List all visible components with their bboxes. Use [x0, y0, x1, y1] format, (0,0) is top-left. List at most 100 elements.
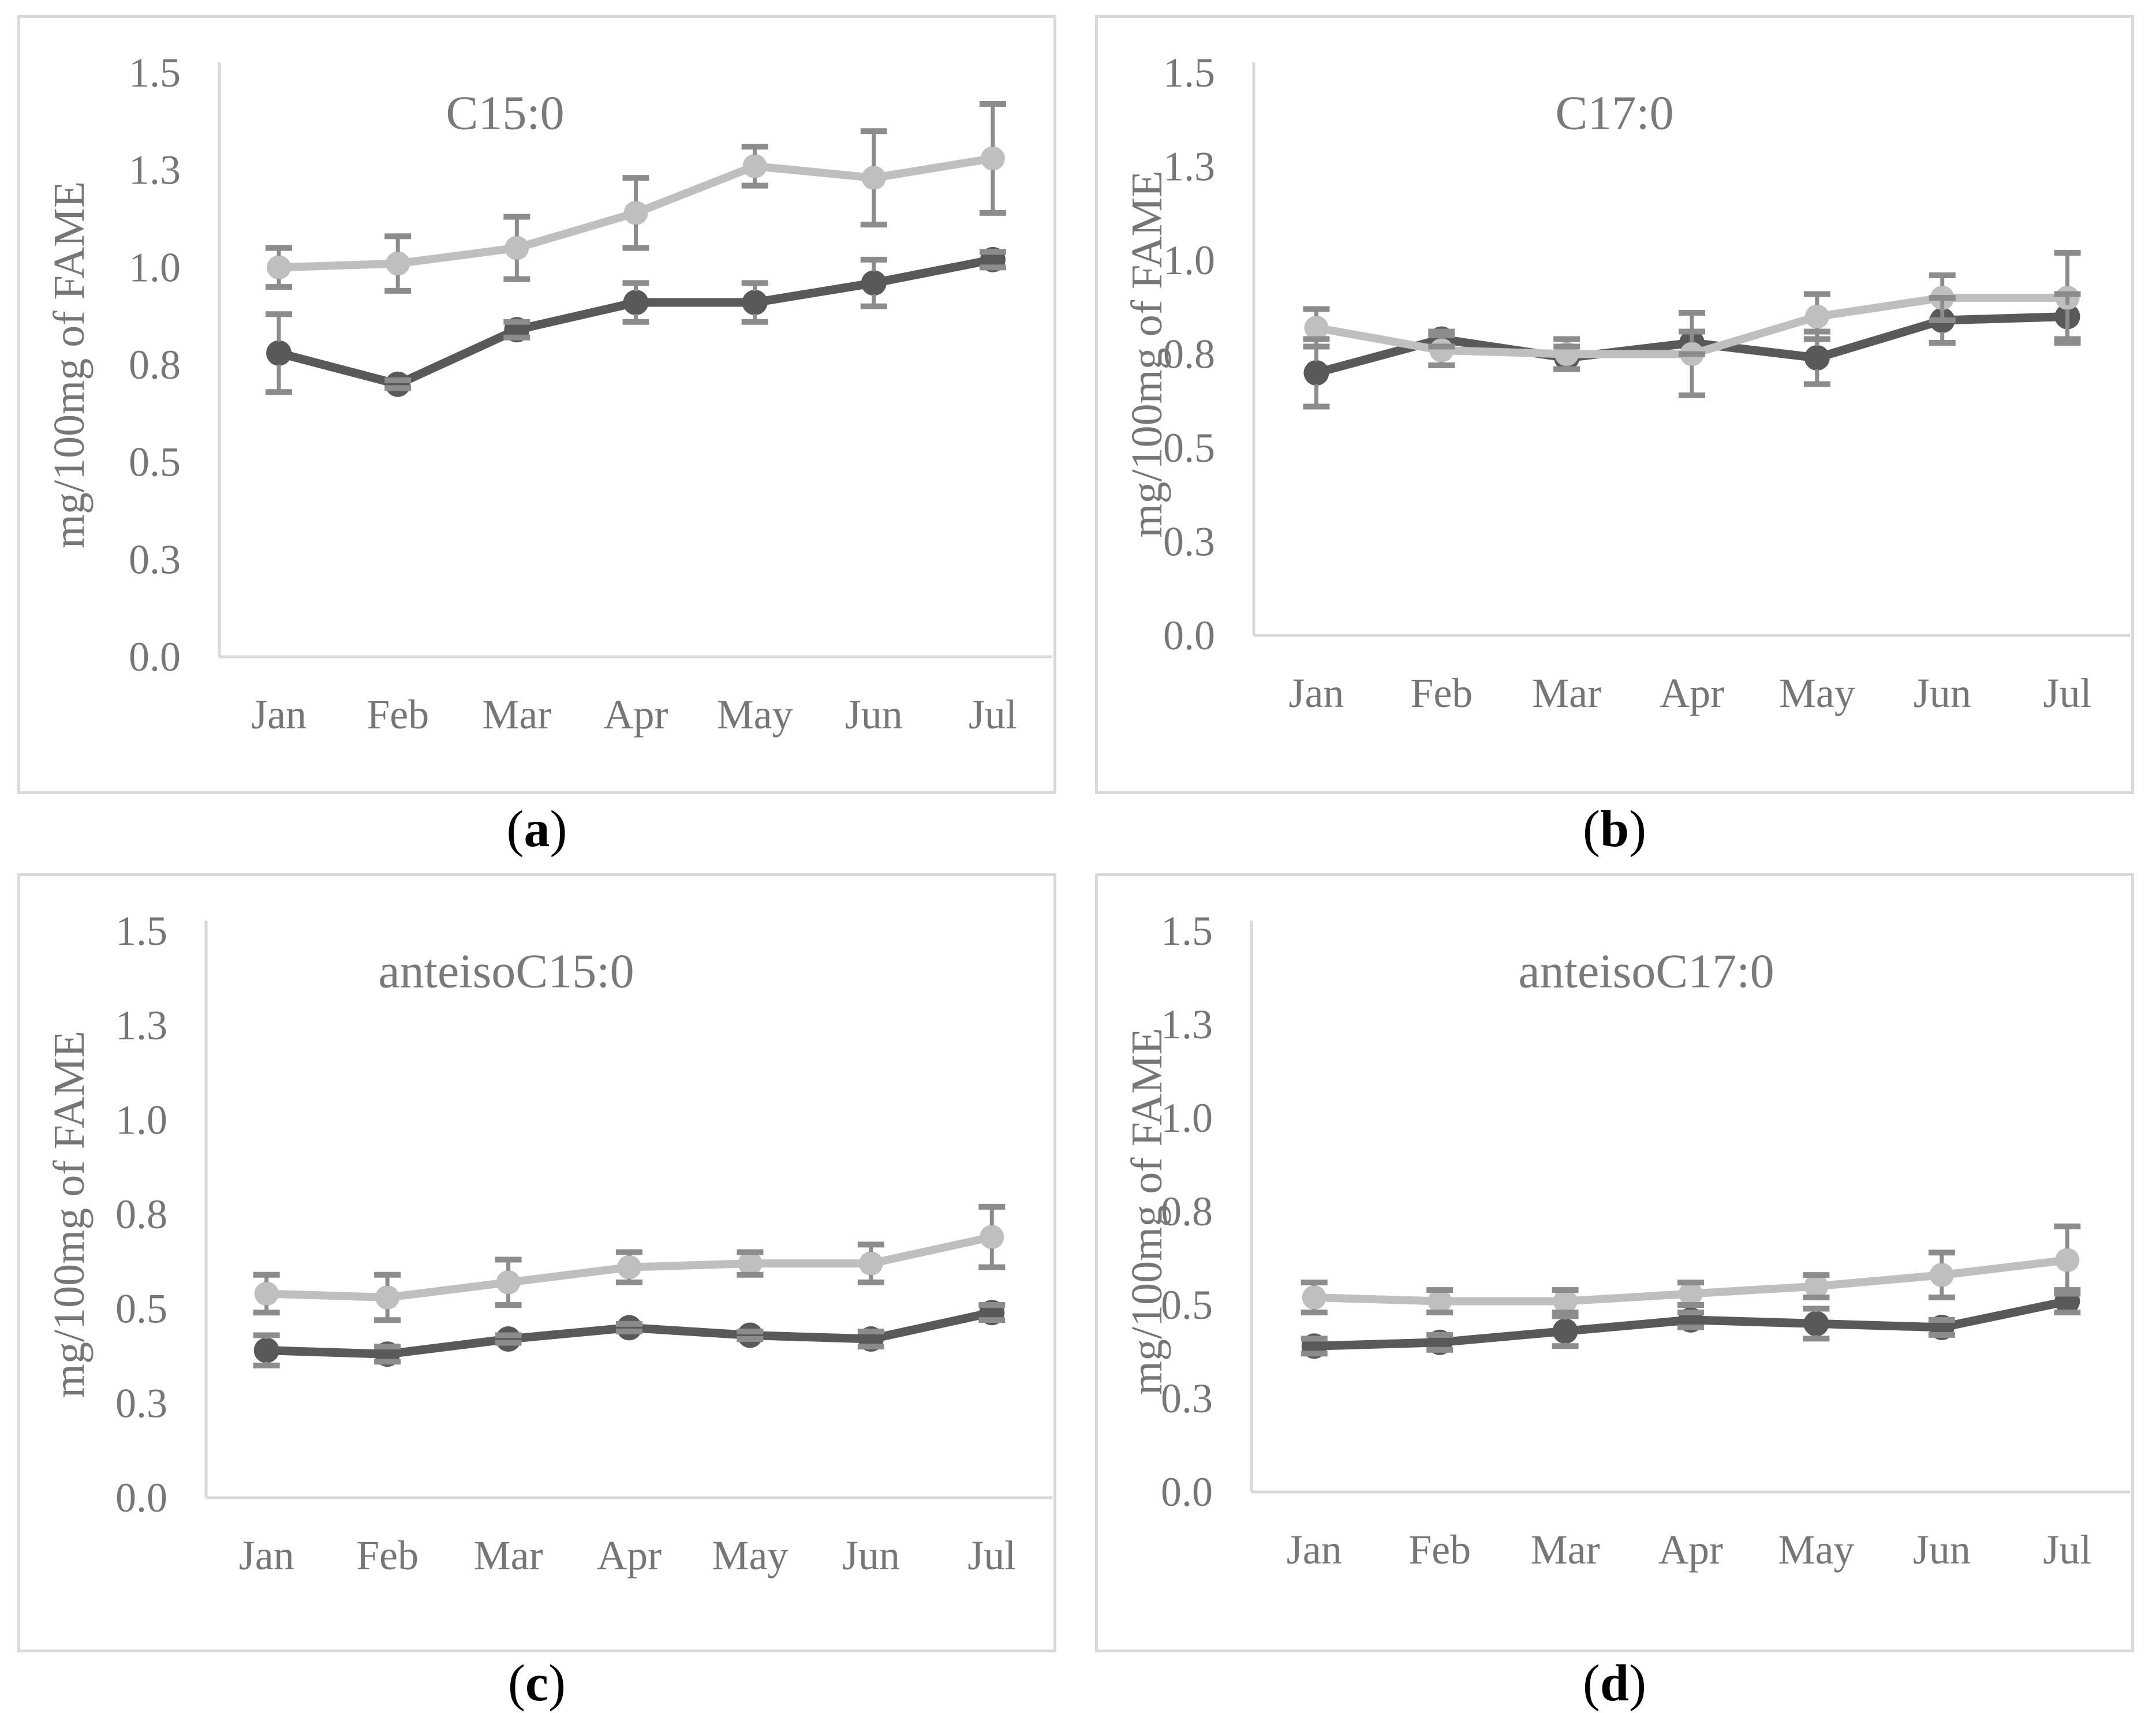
- data-point-marker-light: [980, 1225, 1004, 1250]
- data-point-marker-light: [1804, 1274, 1829, 1299]
- data-point-marker-dark: [737, 1322, 763, 1348]
- x-tick-label: Apr: [1658, 1527, 1723, 1573]
- x-tick-label: Mar: [474, 1532, 543, 1579]
- x-tick-label: Apr: [1660, 670, 1724, 716]
- x-tick-label: May: [717, 691, 793, 738]
- data-point-marker-light: [505, 235, 529, 260]
- caption-close-paren: ): [1629, 1655, 1647, 1712]
- y-tick-label: 0.5: [115, 1286, 167, 1332]
- panel-c: 0.0 0.3 0.5 0.8 1.0 1.3 1.5 Jan Feb Mar Apr May Jun J…: [17, 873, 1056, 1652]
- y-tick-label: 1.5: [115, 908, 167, 954]
- data-point-marker-light: [375, 1285, 400, 1310]
- data-point-marker-light: [2055, 1248, 2080, 1273]
- x-tick-label: Jul: [2043, 1527, 2091, 1573]
- y-tick-label: 1.5: [1161, 908, 1213, 954]
- x-tick-label: Feb: [1410, 670, 1473, 716]
- chart-d: 0.0 0.3 0.5 0.8 1.0 1.3 1.5 Jan Feb Mar Apr May Jun J…: [1123, 908, 2130, 1573]
- data-point-marker-light: [267, 255, 292, 280]
- y-tick-label: 1.5: [1163, 50, 1215, 96]
- data-point-marker-light: [386, 251, 410, 276]
- data-point-marker-light: [623, 200, 648, 225]
- panel-d: 0.0 0.3 0.5 0.8 1.0 1.3 1.5 Jan Feb Mar Apr May Jun J…: [1095, 873, 2134, 1652]
- y-tick-label: 0.0: [1161, 1469, 1213, 1515]
- chart-title: C15:0: [446, 87, 564, 140]
- caption-open-paren: (: [1582, 801, 1600, 858]
- data-point-marker-light: [496, 1270, 521, 1295]
- data-point-marker-light: [858, 1251, 883, 1276]
- y-tick-label: 1.3: [1161, 1001, 1213, 1048]
- y-tick-label: 0.3: [115, 1380, 167, 1426]
- x-tick-label: Jun: [845, 691, 903, 738]
- data-point-marker-light: [738, 1251, 763, 1276]
- y-tick-label: 0.3: [1163, 519, 1215, 565]
- x-tick-label: Jan: [239, 1532, 294, 1579]
- caption-open-paren: (: [508, 1655, 526, 1712]
- x-tick-label: Apr: [597, 1532, 662, 1579]
- panel-b: 0.0 0.3 0.5 0.8 1.0 1.3 1.5 Jan Feb Mar Apr May Jun J…: [1095, 15, 2134, 794]
- data-point-marker-dark: [861, 270, 887, 296]
- caption-d: (d): [1095, 1658, 2134, 1710]
- caption-a: (a): [17, 803, 1056, 855]
- x-tick-label: Jul: [967, 1532, 1016, 1579]
- y-tick-label: 0.5: [129, 439, 181, 485]
- caption-letter: c: [525, 1655, 548, 1712]
- y-tick-label: 0.5: [1161, 1282, 1213, 1328]
- x-tick-label: Jul: [969, 691, 1017, 738]
- x-tick-label: Feb: [356, 1532, 419, 1579]
- y-tick-label: 0.8: [1161, 1188, 1213, 1235]
- data-point-marker-dark: [616, 1315, 642, 1341]
- y-tick-label: 1.0: [129, 244, 181, 290]
- caption-letter: b: [1600, 801, 1630, 858]
- panel-a: 0.0 0.3 0.5 0.8 1.0 1.3 1.5 Jan Feb Mar Apr May Jun J…: [17, 15, 1056, 794]
- chart-b: 0.0 0.3 0.5 0.8 1.0 1.3 1.5 Jan Feb Mar Apr May Jun J…: [1123, 50, 2130, 716]
- y-tick-label: 1.0: [1161, 1095, 1213, 1141]
- x-tick-label: Jan: [251, 691, 307, 738]
- chart-title: anteisoC15:0: [378, 945, 634, 998]
- x-tick-label: Jul: [2043, 670, 2092, 716]
- caption-letter: a: [524, 801, 550, 858]
- data-point-marker-light: [980, 146, 1005, 171]
- data-point-marker-light: [1553, 1289, 1578, 1314]
- data-point-marker-dark: [1803, 1311, 1829, 1337]
- caption-b: (b): [1095, 803, 2134, 855]
- caption-c: (c): [17, 1658, 1056, 1710]
- data-point-marker-dark: [1552, 1318, 1578, 1344]
- data-point-marker-dark: [495, 1326, 521, 1352]
- x-tick-label: Jan: [1288, 670, 1344, 716]
- caption-open-paren: (: [506, 801, 524, 858]
- x-tick-label: Feb: [1408, 1527, 1471, 1573]
- y-tick-label: 0.5: [1163, 425, 1215, 471]
- data-point-marker-light: [1429, 338, 1454, 362]
- y-tick-label: 0.0: [129, 634, 181, 680]
- data-point-marker-light: [1302, 1285, 1327, 1310]
- y-tick-label: 1.5: [129, 50, 181, 96]
- data-point-marker-light: [254, 1281, 279, 1306]
- chart-title: C17:0: [1555, 87, 1673, 140]
- y-tick-label: 0.3: [129, 536, 181, 582]
- data-point-marker-light: [742, 154, 767, 178]
- x-tick-label: May: [1778, 1527, 1854, 1573]
- data-point-marker-light: [1428, 1289, 1452, 1314]
- caption-close-paren: ): [1629, 801, 1647, 858]
- data-point-marker-dark: [742, 290, 768, 316]
- data-point-marker-light: [1929, 1263, 1954, 1288]
- chart-title: anteisoC17:0: [1518, 945, 1774, 998]
- y-tick-label: 0.0: [1163, 612, 1215, 659]
- x-tick-label: Jun: [1913, 1527, 1971, 1573]
- x-tick-label: Jan: [1287, 1527, 1342, 1573]
- x-tick-label: Jun: [1914, 670, 1971, 716]
- y-axis-title: mg/100mg of FAME: [45, 181, 94, 548]
- data-point-marker-dark: [253, 1337, 279, 1363]
- chart-c: 0.0 0.3 0.5 0.8 1.0 1.3 1.5 Jan Feb Mar Apr May Jun J…: [45, 908, 1052, 1579]
- x-tick-label: Mar: [1531, 1527, 1600, 1573]
- caption-close-paren: ): [548, 1655, 566, 1712]
- y-tick-label: 0.3: [1161, 1375, 1213, 1422]
- x-tick-label: Mar: [482, 691, 551, 738]
- x-tick-label: Jun: [842, 1532, 900, 1579]
- y-axis-title: mg/100mg of FAME: [1123, 1028, 1171, 1395]
- data-point-marker-light: [1304, 316, 1329, 340]
- chart-a: 0.0 0.3 0.5 0.8 1.0 1.3 1.5 Jan Feb Mar Apr May Jun J…: [45, 50, 1052, 738]
- y-tick-label: 1.0: [1163, 237, 1215, 283]
- y-axis-title: mg/100mg of FAME: [45, 1031, 94, 1398]
- y-tick-label: 0.8: [115, 1191, 167, 1237]
